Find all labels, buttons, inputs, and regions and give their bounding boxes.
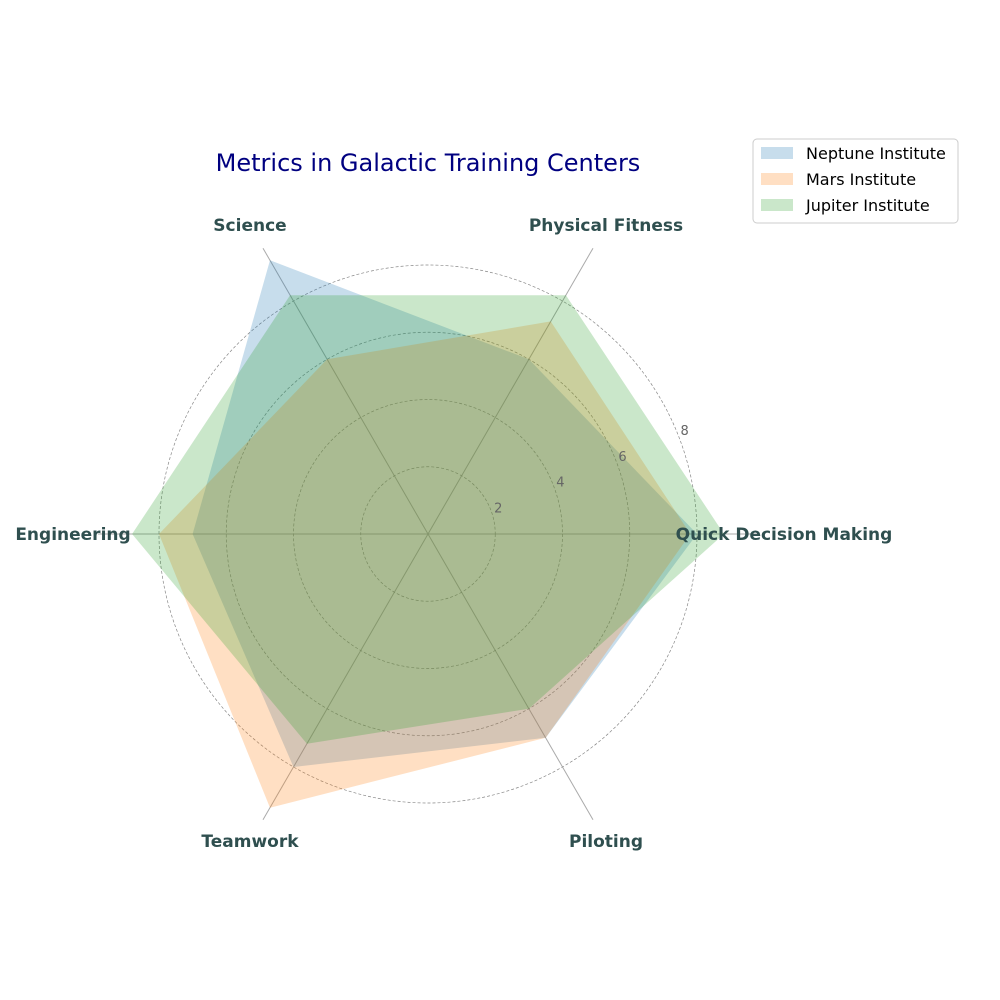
legend-swatch: [761, 199, 793, 211]
spoke-line: [427, 533, 594, 821]
chart-title: Metrics in Galactic Training Centers: [216, 149, 641, 177]
category-label: Engineering: [15, 525, 130, 545]
spoke-line: [427, 247, 594, 535]
radial-tick-label: 4: [556, 476, 564, 491]
radar-grid: [98, 247, 758, 821]
series-area-jupiter-institute: [132, 295, 724, 744]
series-area-neptune-institute: [192, 260, 697, 767]
legend: Neptune Institute Mars Institute Jupiter I…: [752, 138, 959, 224]
legend-frame: [752, 138, 959, 224]
grid-ring: [158, 264, 698, 804]
radar-labels: Quick Decision Making Physical Fitness Sci…: [15, 216, 892, 852]
legend-label: Mars Institute: [806, 170, 916, 189]
spoke-line: [262, 533, 429, 821]
series-area-mars-institute: [159, 321, 691, 808]
grid-ring: [225, 331, 631, 737]
legend-label: Neptune Institute: [806, 144, 946, 163]
category-label: Science: [213, 216, 286, 236]
category-label: Piloting: [569, 832, 643, 852]
legend-swatch: [761, 173, 793, 185]
radial-tick-label: 2: [494, 501, 502, 516]
grid-ring: [293, 399, 563, 669]
legend-swatch: [761, 147, 793, 159]
category-label: Physical Fitness: [529, 216, 683, 236]
category-label: Quick Decision Making: [676, 525, 893, 545]
radar-series-group: [132, 260, 724, 808]
grid-ring: [360, 466, 496, 602]
spoke-line: [262, 247, 429, 535]
radial-tick-label: 6: [618, 450, 626, 465]
radial-tick-label: 8: [681, 424, 689, 439]
legend-label: Jupiter Institute: [805, 196, 930, 215]
category-label: Teamwork: [201, 832, 299, 852]
